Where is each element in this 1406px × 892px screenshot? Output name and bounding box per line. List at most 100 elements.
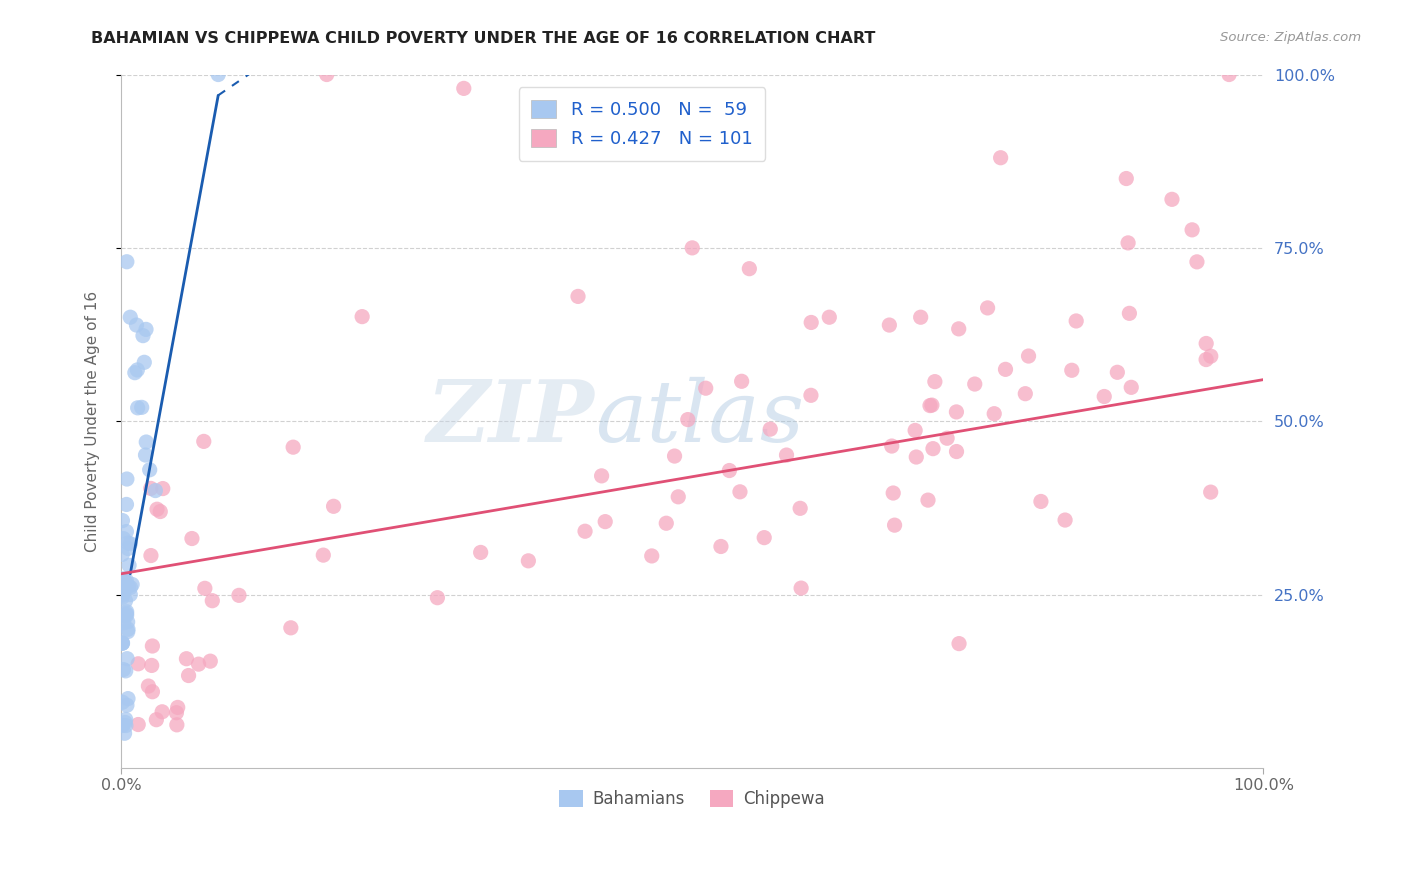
Legend: Bahamians, Chippewa: Bahamians, Chippewa bbox=[553, 783, 832, 815]
Point bbox=[1054, 513, 1077, 527]
Point bbox=[120, 537, 142, 551]
Point bbox=[114, 726, 136, 740]
Point bbox=[775, 448, 797, 462]
Point bbox=[591, 468, 613, 483]
Point bbox=[201, 593, 224, 607]
Point bbox=[882, 486, 904, 500]
Point bbox=[789, 501, 811, 516]
Point bbox=[1115, 171, 1137, 186]
Point bbox=[112, 579, 135, 593]
Point bbox=[1161, 192, 1184, 206]
Point bbox=[1195, 336, 1218, 351]
Point bbox=[111, 636, 134, 650]
Point bbox=[115, 718, 138, 732]
Point bbox=[149, 504, 172, 518]
Point bbox=[641, 549, 664, 563]
Point bbox=[117, 536, 139, 550]
Point bbox=[135, 435, 157, 450]
Point bbox=[948, 322, 970, 336]
Point bbox=[134, 448, 156, 462]
Point bbox=[517, 554, 540, 568]
Point bbox=[280, 621, 302, 635]
Point bbox=[146, 502, 169, 516]
Point bbox=[800, 316, 823, 330]
Point bbox=[111, 588, 134, 602]
Point bbox=[117, 615, 139, 629]
Point bbox=[1018, 349, 1040, 363]
Point bbox=[695, 381, 717, 395]
Point bbox=[1107, 365, 1129, 379]
Point bbox=[139, 549, 162, 563]
Point bbox=[352, 310, 374, 324]
Point bbox=[112, 584, 135, 599]
Point bbox=[315, 68, 337, 82]
Point bbox=[120, 588, 142, 602]
Point bbox=[118, 558, 141, 573]
Point bbox=[117, 622, 139, 636]
Point bbox=[115, 607, 138, 621]
Text: Source: ZipAtlas.com: Source: ZipAtlas.com bbox=[1220, 31, 1361, 45]
Point bbox=[114, 713, 136, 727]
Point bbox=[111, 636, 134, 650]
Point bbox=[1121, 380, 1143, 394]
Point bbox=[145, 483, 167, 498]
Point bbox=[111, 695, 134, 709]
Point bbox=[922, 442, 945, 456]
Point bbox=[111, 514, 134, 528]
Point bbox=[207, 68, 229, 82]
Point bbox=[676, 412, 699, 426]
Point bbox=[681, 241, 703, 255]
Point bbox=[115, 698, 138, 713]
Point bbox=[135, 322, 157, 336]
Point bbox=[120, 581, 142, 595]
Point bbox=[165, 706, 187, 720]
Point bbox=[114, 594, 136, 608]
Point bbox=[138, 463, 160, 477]
Point bbox=[1092, 390, 1115, 404]
Point bbox=[1060, 363, 1083, 377]
Point bbox=[193, 434, 215, 449]
Point bbox=[426, 591, 449, 605]
Point bbox=[181, 532, 204, 546]
Point bbox=[200, 654, 222, 668]
Point bbox=[111, 591, 134, 605]
Point bbox=[730, 374, 752, 388]
Point bbox=[905, 450, 928, 464]
Point bbox=[883, 518, 905, 533]
Point bbox=[114, 574, 136, 589]
Point bbox=[918, 399, 941, 413]
Point bbox=[921, 398, 943, 412]
Point bbox=[127, 363, 149, 377]
Point bbox=[945, 405, 967, 419]
Point bbox=[145, 713, 167, 727]
Point bbox=[312, 548, 335, 562]
Point bbox=[177, 668, 200, 682]
Point bbox=[114, 664, 136, 678]
Point bbox=[114, 715, 136, 730]
Point bbox=[166, 718, 188, 732]
Point bbox=[176, 651, 198, 665]
Point bbox=[112, 532, 135, 546]
Point bbox=[127, 717, 149, 731]
Point bbox=[115, 651, 138, 665]
Point bbox=[879, 318, 901, 332]
Point bbox=[710, 540, 733, 554]
Point bbox=[194, 582, 217, 596]
Text: atlas: atlas bbox=[595, 376, 804, 459]
Point bbox=[904, 424, 927, 438]
Point bbox=[1218, 68, 1240, 82]
Point bbox=[127, 401, 149, 415]
Point bbox=[1118, 306, 1140, 320]
Point bbox=[115, 605, 138, 619]
Point bbox=[111, 718, 134, 732]
Point bbox=[150, 705, 173, 719]
Point bbox=[718, 463, 741, 477]
Point bbox=[1199, 349, 1222, 363]
Point bbox=[117, 624, 139, 639]
Point bbox=[112, 608, 135, 623]
Point bbox=[115, 472, 138, 486]
Point bbox=[924, 375, 946, 389]
Point bbox=[111, 548, 134, 562]
Point bbox=[1116, 235, 1139, 250]
Point bbox=[111, 636, 134, 650]
